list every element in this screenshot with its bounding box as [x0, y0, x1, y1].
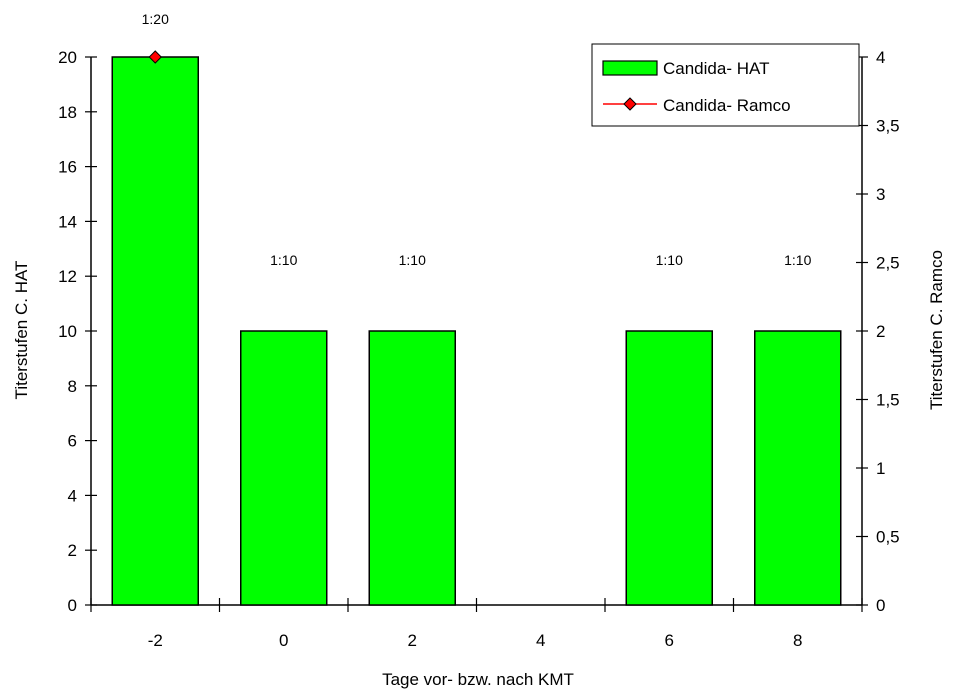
x-tick-label: 8 — [793, 631, 802, 650]
x-tick-label: 6 — [665, 631, 674, 650]
y-axis-left-title: Titerstufen C. HAT — [12, 261, 31, 400]
bar-data-label: 1:10 — [399, 252, 426, 268]
tick-labels: 0 2 4 6 8 10 12 14 16 18 20 0 0,5 1 1,5 2 2,5 3 3,5 4 -2 0 2 4 6… — [58, 48, 900, 650]
legend-label-ramco: Candida- Ramco — [663, 96, 791, 115]
y-right-tick-label: 3 — [876, 185, 885, 204]
y-left-tick-label: 10 — [58, 322, 77, 341]
bar — [754, 330, 842, 606]
x-axis-title: Tage vor- bzw. nach KMT — [382, 670, 574, 689]
x-tick-label: 4 — [536, 631, 545, 650]
y-left-tick-label: 0 — [68, 596, 77, 615]
line-series — [148, 50, 162, 64]
x-tick-label: 2 — [408, 631, 417, 650]
line-point — [148, 50, 162, 64]
y-right-tick-label: 3,5 — [876, 117, 900, 136]
legend-box — [591, 43, 860, 127]
bar-data-label: 1:10 — [656, 252, 683, 268]
y-left-tick-label: 16 — [58, 158, 77, 177]
axes — [85, 56, 868, 612]
x-tick-label: 0 — [279, 631, 288, 650]
y-right-tick-label: 1 — [876, 459, 885, 478]
y-left-tick-label: 4 — [68, 486, 77, 505]
y-right-tick-label: 2 — [876, 322, 885, 341]
y-right-tick-label: 4 — [876, 48, 885, 67]
y-right-tick-label: 1,5 — [876, 391, 900, 410]
bar-series — [111, 56, 842, 606]
bar — [368, 330, 456, 606]
bar-data-labels: 1:20 1:10 1:10 1:10 1:10 — [142, 11, 812, 268]
y-left-tick-label: 18 — [58, 103, 77, 122]
y-left-tick-label: 14 — [58, 212, 77, 231]
legend-swatch-hat — [602, 60, 658, 76]
legend: Candida- HAT Candida- Ramco — [591, 43, 860, 127]
y-left-tick-label: 6 — [68, 432, 77, 451]
y-right-tick-label: 0 — [876, 596, 885, 615]
y-left-tick-label: 20 — [58, 48, 77, 67]
y-left-tick-label: 8 — [68, 377, 77, 396]
bar — [240, 330, 328, 606]
bar-data-label: 1:10 — [270, 252, 297, 268]
legend-marker-ramco — [623, 97, 637, 111]
x-tick-label: -2 — [148, 631, 163, 650]
bar-data-label: 1:20 — [142, 11, 169, 27]
y-right-tick-label: 0,5 — [876, 528, 900, 547]
bar — [111, 56, 199, 606]
bar — [625, 330, 713, 606]
legend-label-hat: Candida- HAT — [663, 59, 769, 78]
bar-data-label: 1:10 — [784, 252, 811, 268]
y-left-tick-label: 12 — [58, 267, 77, 286]
y-right-tick-label: 2,5 — [876, 254, 900, 273]
y-axis-right-title: Titerstufen C. Ramco — [927, 250, 946, 410]
y-left-tick-label: 2 — [68, 541, 77, 560]
